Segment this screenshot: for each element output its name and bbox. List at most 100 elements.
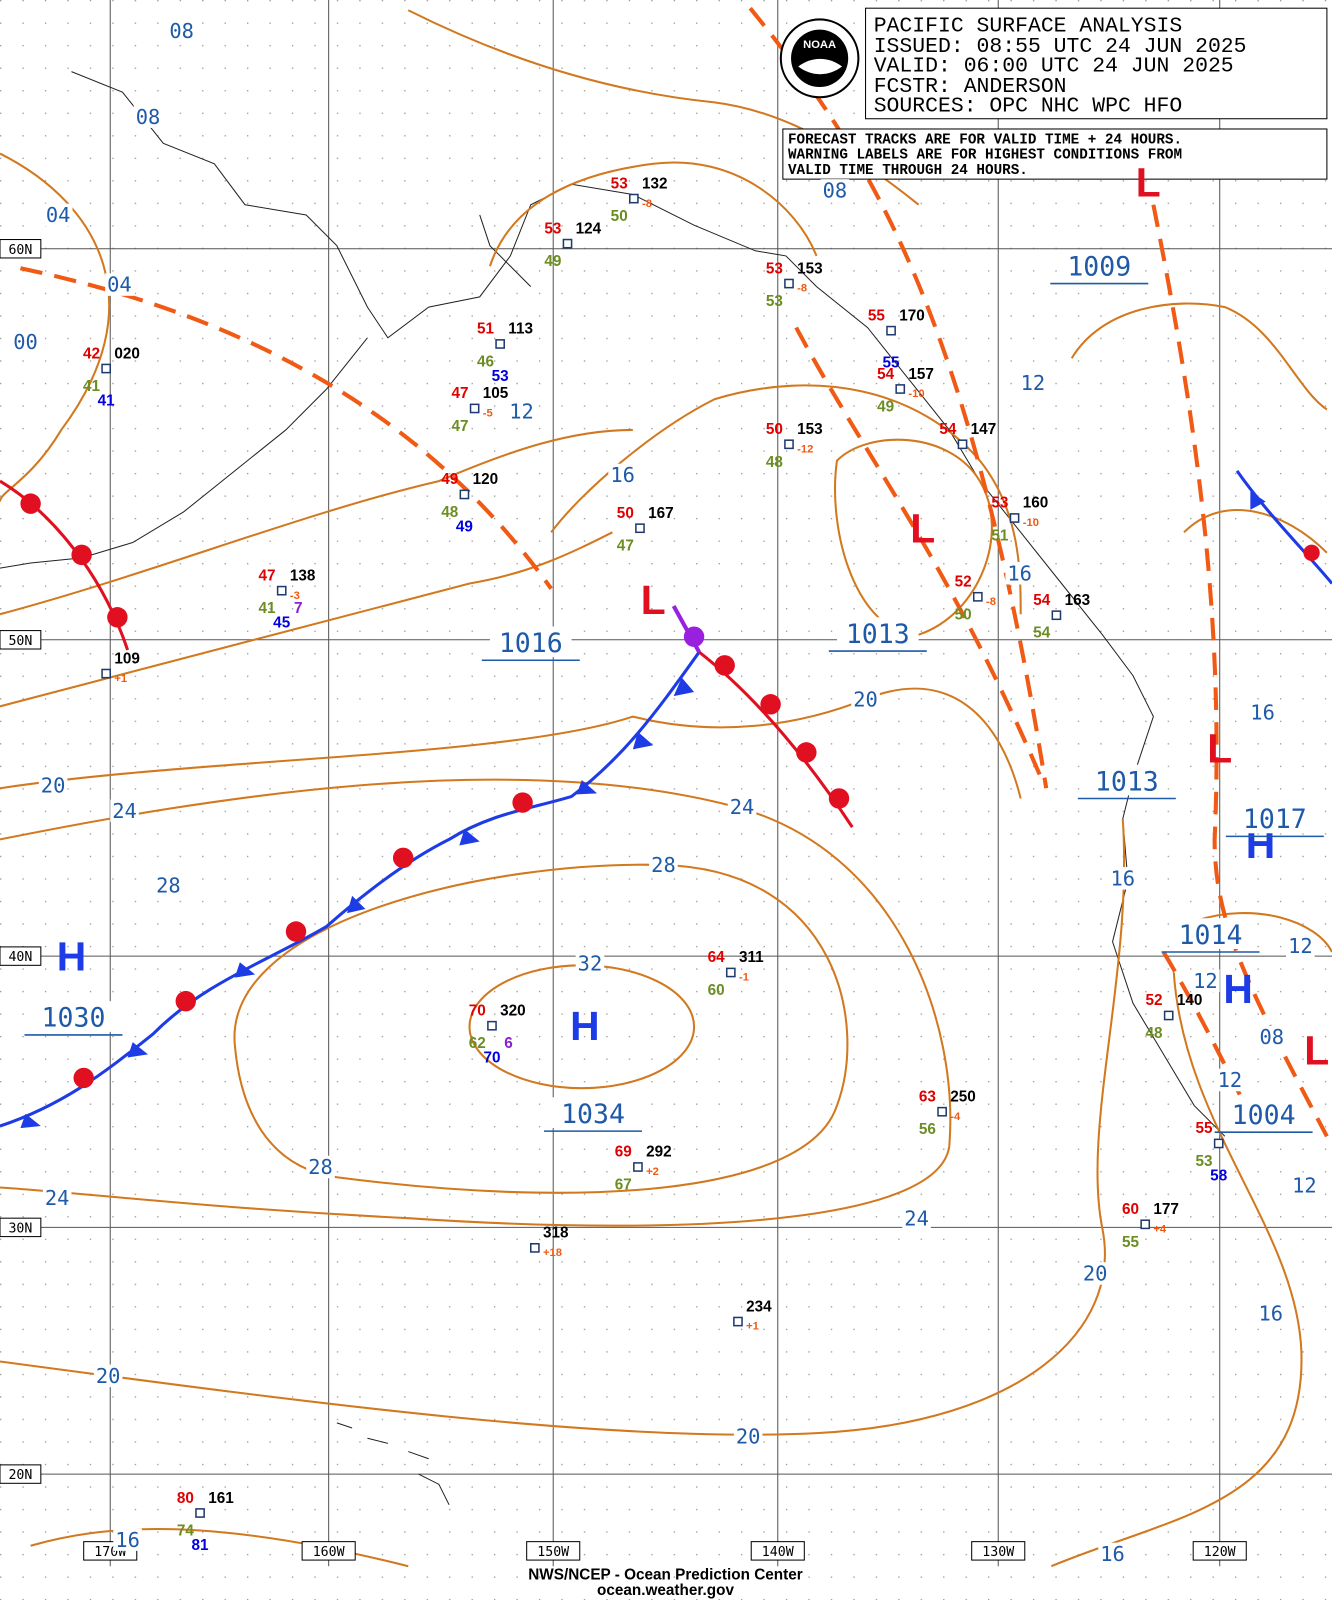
isobar-label-bg	[851, 687, 880, 711]
station-pressure: 020	[114, 345, 140, 362]
station	[957, 439, 968, 450]
lon-label: 120W	[1204, 1545, 1236, 1560]
station-pressure: 160	[1023, 495, 1049, 512]
header-valid: VALID: 06:00 UTC 24 JUN 2025	[874, 55, 1234, 79]
station-dewpoint: 47	[451, 418, 468, 435]
station-temp: 60	[1122, 1201, 1139, 1218]
path	[550, 384, 1022, 615]
lat-label: 40N	[8, 950, 32, 965]
isobar-label: 28	[156, 874, 181, 898]
station-tendency: -10	[908, 388, 924, 400]
station-tendency: +18	[543, 1247, 562, 1259]
isobar-label: 04	[46, 203, 71, 227]
station-pressure: 250	[950, 1088, 976, 1105]
station-temp: 47	[259, 567, 276, 584]
station	[895, 384, 906, 394]
station-dewpoint: 54	[1033, 625, 1050, 642]
station	[195, 1508, 205, 1518]
center-pressure-bg	[836, 617, 919, 648]
lon-box	[971, 1541, 1026, 1561]
isobar-label-bg	[902, 1206, 931, 1230]
footer-line: NWS/NCEP - Ocean Prediction Center	[528, 1567, 802, 1584]
path	[0, 778, 952, 1227]
header-issued: ISSUED: 08:55 UTC 24 JUN 2025	[874, 35, 1247, 59]
station	[469, 403, 480, 414]
station-pressure: 147	[971, 421, 997, 438]
note-line: WARNING LABELS ARE FOR HIGHEST CONDITION…	[788, 148, 1182, 164]
path	[1050, 972, 1303, 1568]
note-line: VALID TIME THROUGH 24 HOURS.	[788, 163, 1028, 179]
station-temp: 50	[766, 421, 783, 438]
station	[1213, 1138, 1224, 1149]
center-symbol: H	[1223, 966, 1252, 1012]
station	[633, 1162, 643, 1172]
isobar-label: 16	[1110, 866, 1135, 890]
lat-box	[0, 946, 42, 966]
station-pressure: 320	[500, 1002, 526, 1019]
center-pressure-bg	[489, 626, 572, 658]
lon-label: 160W	[313, 1545, 345, 1560]
center-pressure: 1017	[1243, 804, 1307, 835]
lat-label: 20N	[8, 1468, 32, 1483]
circle	[20, 493, 41, 514]
station	[1051, 610, 1062, 621]
lat-box	[0, 1464, 42, 1484]
isobar-label: 12	[1021, 371, 1046, 395]
station-temp: 47	[451, 385, 468, 402]
station-visibility: 53	[492, 368, 509, 385]
station-temp: 53	[544, 220, 561, 237]
station-dewpoint: 41	[259, 600, 276, 617]
station	[1163, 1010, 1174, 1021]
station-temp: 69	[615, 1144, 632, 1161]
station-dewpoint: 51	[991, 527, 1008, 544]
station-temp: 52	[955, 574, 972, 591]
path	[336, 1422, 450, 1506]
station-wave: 6	[504, 1035, 513, 1052]
station-temp: 53	[611, 175, 628, 192]
isobar-label: 00	[13, 330, 38, 354]
station-dewpoint: 47	[617, 538, 634, 555]
rect	[865, 7, 1328, 120]
isobar-label: 24	[112, 799, 137, 823]
center-pressure: 1034	[561, 1099, 625, 1130]
station-wave: 7	[294, 600, 303, 617]
station-visibility: 55	[883, 354, 900, 371]
isobar-label-bg	[608, 463, 637, 487]
footer-line: ocean.weather.gov	[597, 1582, 734, 1599]
center-symbol: H	[570, 1003, 599, 1049]
station-dewpoint: 60	[708, 982, 725, 999]
path	[459, 829, 480, 846]
station-pressure: 124	[576, 220, 602, 237]
circle	[512, 792, 533, 813]
lon-label: 150W	[537, 1545, 569, 1560]
isobar-label-bg	[306, 1155, 335, 1179]
center-pressure-bg	[552, 1097, 634, 1129]
lon-box	[526, 1541, 581, 1561]
station-temp: 70	[469, 1002, 486, 1019]
circle	[175, 990, 196, 1012]
station-temp: 51	[477, 321, 494, 338]
isobar-label-bg	[1248, 701, 1277, 724]
header-forecaster: FCSTR: ANDERSON	[874, 75, 1067, 99]
isobar-label-bg	[820, 179, 850, 202]
path	[798, 58, 843, 75]
station	[495, 339, 505, 349]
isobar-label: 16	[115, 1528, 140, 1552]
station-temp: 55	[868, 307, 885, 324]
isobar-label: 12	[1218, 1068, 1243, 1092]
station-pressure: 140	[1177, 992, 1203, 1009]
station	[459, 489, 470, 500]
station-dewpoint: 48	[766, 454, 783, 471]
isobar-label: 20	[853, 687, 878, 711]
station	[725, 967, 736, 978]
station	[733, 1316, 743, 1327]
station-tendency: -10	[1023, 517, 1039, 529]
station-temp: 50	[617, 505, 634, 522]
station	[972, 591, 983, 602]
station-pressure: 234	[746, 1298, 772, 1315]
isobar-label: 20	[1083, 1262, 1108, 1286]
path	[0, 428, 633, 616]
circle	[683, 626, 705, 647]
